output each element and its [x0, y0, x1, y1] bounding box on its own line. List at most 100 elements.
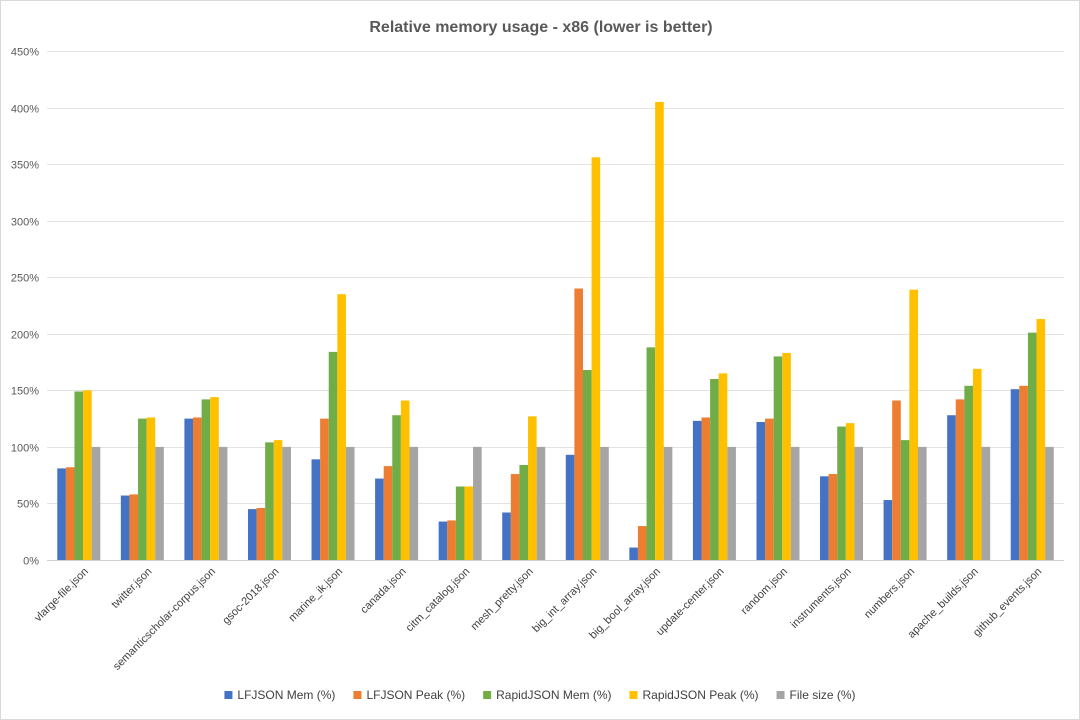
y-tick-label: 450% — [11, 47, 39, 59]
x-tick-label: mesh_pretty.json — [469, 566, 536, 633]
chart-title: Relative memory usage - x86 (lower is be… — [369, 19, 712, 36]
bar — [845, 423, 855, 560]
bar — [146, 417, 156, 560]
legend-swatch — [776, 691, 785, 699]
y-tick-label: 150% — [11, 386, 39, 398]
y-axis-ticks: 0% 50% 100% 150% 200% 250% 300% 350% 400% 450% — [11, 47, 39, 568]
bar — [837, 426, 846, 560]
y-tick-label: 300% — [11, 217, 39, 229]
legend-label: File size (%) — [790, 688, 856, 702]
legend-label: LFJSON Peak (%) — [366, 688, 465, 702]
bar — [828, 474, 838, 560]
bar — [138, 418, 147, 560]
x-tick-label: update-center.json — [654, 566, 726, 638]
bar — [782, 353, 791, 560]
bar — [120, 495, 130, 560]
bar — [464, 486, 474, 560]
bar — [727, 446, 736, 560]
x-tick-label: random.json — [739, 566, 790, 617]
y-tick-label: 0% — [23, 556, 39, 568]
bar — [282, 446, 291, 560]
bar — [701, 417, 711, 560]
bar — [574, 288, 583, 560]
bar — [193, 417, 202, 560]
bar — [383, 466, 393, 560]
bar — [600, 446, 609, 560]
bar — [790, 446, 800, 560]
bar — [981, 446, 991, 560]
bar — [320, 418, 329, 560]
x-tick-label: big_int_array.json — [530, 566, 599, 635]
bars — [57, 101, 1054, 561]
bar — [909, 289, 918, 560]
bar — [210, 397, 219, 560]
bar — [447, 520, 456, 560]
bar — [345, 446, 355, 560]
y-tick-label: 250% — [11, 273, 39, 285]
bar — [917, 446, 927, 560]
bar — [265, 442, 274, 560]
bar — [273, 440, 283, 560]
bar — [582, 369, 592, 560]
x-tick-label: instruments.json — [789, 566, 854, 631]
bar — [883, 500, 893, 560]
bar — [972, 368, 982, 560]
bar — [392, 415, 401, 560]
bar — [1036, 319, 1046, 560]
bar — [629, 547, 638, 560]
x-tick-label: big_bool_array.json — [587, 566, 663, 642]
bar — [218, 446, 228, 560]
bar — [337, 294, 346, 560]
bar — [565, 454, 575, 560]
legend-swatch — [483, 691, 492, 699]
legend-swatch — [224, 691, 233, 699]
bar — [510, 474, 520, 560]
y-tick-label: 200% — [11, 330, 39, 342]
bar — [400, 400, 410, 560]
bar — [438, 521, 448, 560]
y-tick-label: 50% — [17, 499, 39, 511]
legend-swatch — [353, 691, 362, 699]
legend-label: RapidJSON Mem (%) — [496, 688, 611, 702]
bar — [256, 507, 266, 560]
bar — [328, 351, 338, 560]
x-tick-label: twitter.json — [109, 566, 154, 611]
x-tick-label: github_events.json — [971, 566, 1044, 639]
y-tick-label: 100% — [11, 443, 39, 455]
bar — [65, 467, 75, 560]
bar — [528, 416, 537, 560]
bar — [955, 399, 965, 560]
x-tick-label: numbers.json — [862, 566, 917, 621]
x-tick-label: apache_builds.json — [906, 566, 981, 641]
bar — [1010, 389, 1020, 560]
bar — [718, 373, 728, 560]
legend: LFJSON Mem (%) LFJSON Peak (%) RapidJSON M… — [224, 688, 856, 702]
bar — [83, 390, 92, 560]
bar — [765, 418, 774, 560]
bar — [311, 459, 321, 560]
bar — [129, 494, 139, 560]
x-tick-label: semanticscholar-corpus.json — [111, 566, 218, 673]
bar — [854, 446, 864, 560]
bar — [473, 446, 482, 560]
bar — [900, 440, 910, 560]
x-tick-label: marine_ik.json — [287, 566, 346, 625]
bar — [74, 391, 84, 560]
bar — [409, 446, 419, 560]
legend-label: LFJSON Mem (%) — [237, 688, 335, 702]
legend-swatch — [629, 691, 638, 699]
bar — [184, 418, 194, 560]
bar — [1045, 446, 1054, 560]
legend-label: RapidJSON Peak (%) — [643, 688, 759, 702]
x-tick-label: canada.json — [358, 566, 408, 616]
bar — [591, 157, 601, 560]
bar — [637, 526, 647, 560]
bar — [655, 101, 664, 561]
bar — [455, 486, 465, 560]
bar — [57, 468, 66, 560]
y-tick-label: 400% — [11, 104, 39, 116]
bar — [155, 446, 164, 560]
bar — [646, 347, 656, 560]
bar — [756, 422, 766, 560]
